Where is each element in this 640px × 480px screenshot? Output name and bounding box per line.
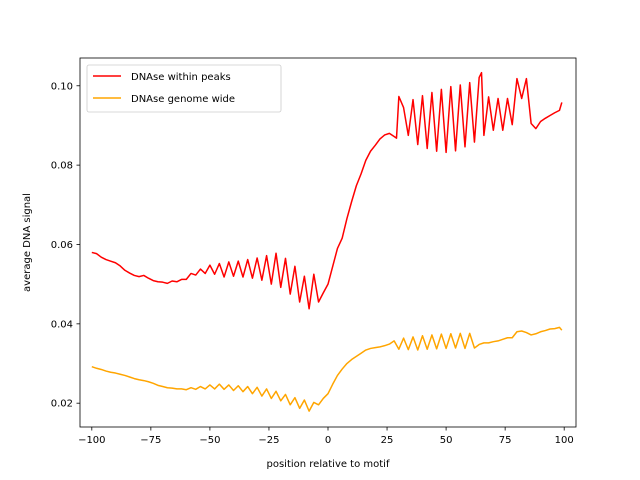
x-tick-label: −100 <box>78 435 105 446</box>
x-tick-label: 75 <box>499 435 512 446</box>
x-tick-label: 25 <box>381 435 394 446</box>
y-tick-label: 0.08 <box>51 161 73 172</box>
legend-label-genome-wide: DNAse genome wide <box>131 94 235 105</box>
series-line-0 <box>91 71 563 310</box>
y-tick-label: 0.02 <box>51 399 73 410</box>
x-axis: −100 −75 −50 −25 0 25 50 75 100 <box>78 427 574 446</box>
legend-label-within-peaks: DNAse within peaks <box>131 72 231 83</box>
x-tick-label: −50 <box>199 435 220 446</box>
legend-box <box>86 64 282 113</box>
x-tick-label: 50 <box>440 435 453 446</box>
x-tick-label: −25 <box>258 435 279 446</box>
y-tick-label: 0.10 <box>51 81 73 92</box>
x-tick-label: 0 <box>325 435 331 446</box>
y-axis: 0.02 0.04 0.06 0.08 0.10 <box>51 81 80 410</box>
x-tick-label: −75 <box>140 435 161 446</box>
x-axis-label: position relative to motif <box>267 459 390 470</box>
y-tick-label: 0.04 <box>51 319 73 330</box>
series-line-1 <box>91 326 563 412</box>
x-tick-label: 100 <box>555 435 574 446</box>
legend: DNAse within peaks DNAse genome wide <box>86 64 282 113</box>
y-axis-label: average DNA signal <box>22 193 33 292</box>
y-tick-label: 0.06 <box>51 240 73 251</box>
series-layer <box>91 71 563 412</box>
